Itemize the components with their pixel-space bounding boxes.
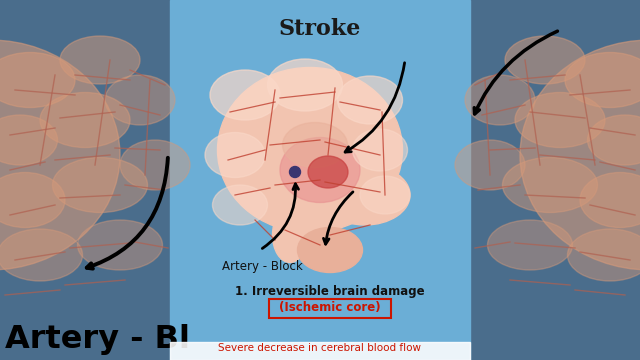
Ellipse shape [588, 115, 640, 165]
Ellipse shape [273, 207, 307, 262]
Ellipse shape [515, 93, 605, 148]
Ellipse shape [0, 229, 83, 281]
Ellipse shape [0, 40, 120, 270]
Ellipse shape [353, 129, 408, 171]
Ellipse shape [218, 68, 403, 233]
Bar [470, 0, 640, 360]
Ellipse shape [60, 36, 140, 84]
Ellipse shape [212, 185, 268, 225]
Ellipse shape [320, 165, 410, 225]
Ellipse shape [205, 132, 265, 177]
Ellipse shape [465, 75, 535, 125]
Text: Artery - Bl: Artery - Bl [5, 324, 190, 355]
Text: 1. Irreversible brain damage: 1. Irreversible brain damage [235, 285, 425, 298]
Ellipse shape [505, 36, 585, 84]
Ellipse shape [580, 172, 640, 228]
Text: (Ischemic core): (Ischemic core) [279, 301, 381, 314]
Text: Stroke: Stroke [279, 18, 361, 40]
Ellipse shape [565, 53, 640, 108]
Ellipse shape [282, 122, 348, 167]
Text: Severe decrease in cerebral blood flow: Severe decrease in cerebral blood flow [218, 343, 422, 353]
Ellipse shape [298, 228, 362, 273]
Ellipse shape [40, 93, 130, 148]
Bar [0, 0, 170, 360]
Ellipse shape [0, 172, 65, 228]
Ellipse shape [105, 75, 175, 125]
Ellipse shape [77, 220, 163, 270]
Ellipse shape [268, 59, 342, 111]
Ellipse shape [502, 158, 598, 212]
Ellipse shape [488, 220, 573, 270]
Ellipse shape [308, 156, 348, 188]
Ellipse shape [0, 53, 75, 108]
Ellipse shape [520, 40, 640, 270]
Text: Artery - Block: Artery - Block [221, 260, 302, 273]
Ellipse shape [280, 138, 360, 202]
Ellipse shape [0, 115, 58, 165]
Ellipse shape [360, 176, 410, 214]
Bar [170, 0, 470, 360]
Bar [170, 342, 470, 360]
Ellipse shape [210, 70, 280, 120]
Ellipse shape [120, 140, 190, 190]
Ellipse shape [52, 158, 147, 212]
Ellipse shape [455, 140, 525, 190]
Circle shape [289, 166, 301, 177]
Ellipse shape [337, 76, 403, 124]
Ellipse shape [568, 229, 640, 281]
